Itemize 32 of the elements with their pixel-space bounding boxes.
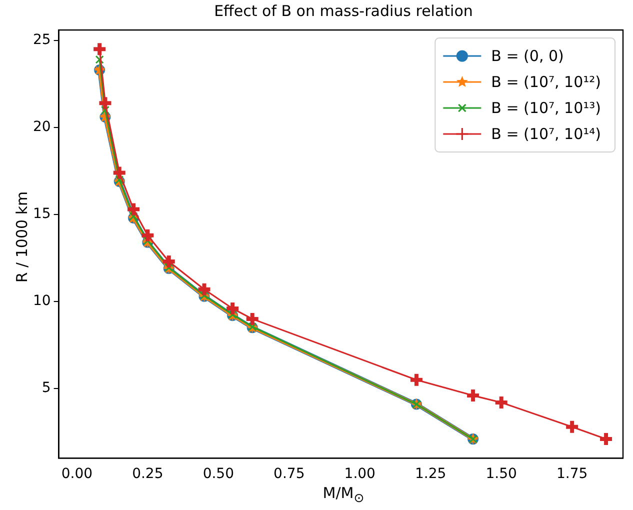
x-axis-title: M/M$_{⊙}$ bbox=[322, 484, 366, 505]
point bbox=[408, 372, 424, 388]
point bbox=[100, 106, 110, 114]
x-tick-label: 1.50 bbox=[486, 466, 517, 482]
point bbox=[95, 55, 104, 64]
point bbox=[111, 164, 128, 181]
point bbox=[564, 418, 580, 435]
point bbox=[97, 95, 114, 112]
point bbox=[493, 394, 510, 410]
legend-label: B = (0, 0) bbox=[491, 46, 564, 65]
point bbox=[115, 175, 124, 184]
point bbox=[92, 41, 108, 58]
y-tick-label: 25 bbox=[32, 32, 51, 48]
point bbox=[140, 227, 156, 244]
x-tick-label: 1.75 bbox=[556, 466, 588, 482]
point bbox=[196, 281, 212, 298]
legend-label: B = (10⁷, 10¹²) bbox=[491, 72, 602, 91]
x-tick-label: 0.75 bbox=[274, 466, 305, 482]
y-tick-label: 5 bbox=[42, 380, 51, 396]
y-tick-label: 20 bbox=[32, 119, 51, 136]
y-tick-label: 15 bbox=[32, 206, 51, 222]
x-tick-label: 1.25 bbox=[415, 466, 446, 482]
point bbox=[143, 236, 152, 245]
x-tick-label: 1.00 bbox=[344, 466, 376, 482]
x-tick-label: 0.50 bbox=[202, 466, 234, 482]
x-tick-label: 0.25 bbox=[132, 466, 164, 482]
legend-label: B = (10⁷, 10¹³) bbox=[491, 98, 602, 117]
y-axis-title: R / 1000 km bbox=[13, 190, 31, 285]
y-tick-label: 10 bbox=[32, 293, 51, 310]
legend-label: B = (10⁷, 10¹⁴) bbox=[491, 124, 602, 143]
x-tick-label: 0.00 bbox=[61, 466, 93, 482]
chart-title: Effect of B on mass-radius relation bbox=[213, 2, 474, 20]
